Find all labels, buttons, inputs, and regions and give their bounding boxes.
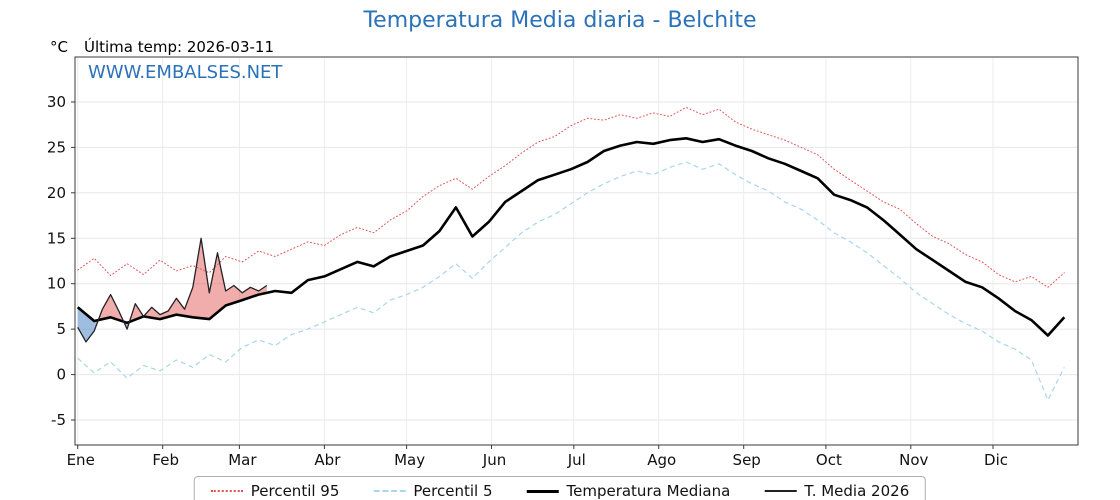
legend-item-percentil-5: Percentil 5 — [373, 482, 492, 500]
y-tick-label: 10 — [47, 275, 66, 293]
y-tick-label: 25 — [47, 138, 66, 156]
x-tick-label: Sep — [733, 451, 761, 469]
legend-label: T. Media 2026 — [804, 482, 910, 500]
last-temp-label: Última temp: 2026-03-11 — [83, 38, 274, 56]
y-tick-label: 0 — [56, 366, 66, 384]
watermark-text: WWW.EMBALSES.NET — [88, 62, 283, 83]
x-tick-label: Ene — [67, 451, 95, 469]
x-tick-label: Jun — [482, 451, 506, 469]
x-tick-label: Dic — [984, 451, 1008, 469]
x-tick-label: May — [394, 451, 425, 469]
x-tick-label: Feb — [152, 451, 179, 469]
legend-swatch-percentil-95 — [210, 490, 243, 492]
series-line-t-media-2026 — [77, 237, 268, 343]
y-tick-label: 30 — [47, 93, 66, 111]
x-tick-label: Mar — [228, 451, 257, 469]
legend-item-media-2026: T. Media 2026 — [764, 482, 909, 500]
fill-above-median — [77, 238, 267, 323]
x-tick-label: Abr — [314, 451, 341, 469]
y-tick-label: 20 — [47, 184, 66, 202]
legend-label: Temperatura Mediana — [566, 482, 731, 500]
chart-title: Temperatura Media diaria - Belchite — [363, 8, 757, 33]
y-tick-label: 5 — [56, 320, 66, 338]
series-line-percentil-95 — [77, 106, 1065, 288]
series-line-percentil-5 — [77, 161, 1065, 401]
series-line-temperatura-mediana — [76, 137, 1066, 337]
y-tick-label: 15 — [47, 229, 66, 247]
legend-item-mediana: Temperatura Mediana — [526, 482, 730, 500]
legend-label: Percentil 5 — [413, 482, 493, 500]
legend-swatch-percentil-5 — [373, 490, 406, 492]
x-tick-label: Ago — [647, 451, 676, 469]
x-tick-label: Jul — [567, 451, 586, 469]
plot-border — [74, 56, 1079, 446]
legend-swatch-media-2026 — [764, 490, 797, 492]
legend-swatch-mediana — [526, 489, 559, 493]
legend-label: Percentil 95 — [250, 482, 340, 500]
chart-subtitle-row: °C Última temp: 2026-03-11 — [50, 38, 274, 56]
x-tick-label: Oct — [816, 451, 842, 469]
y-axis-unit-label: °C — [50, 38, 68, 56]
chart-legend: Percentil 95 Percentil 5 Temperatura Med… — [193, 476, 927, 500]
legend-item-percentil-95: Percentil 95 — [210, 482, 340, 500]
y-tick-label: -5 — [51, 411, 66, 429]
x-tick-label: Nov — [899, 451, 928, 469]
